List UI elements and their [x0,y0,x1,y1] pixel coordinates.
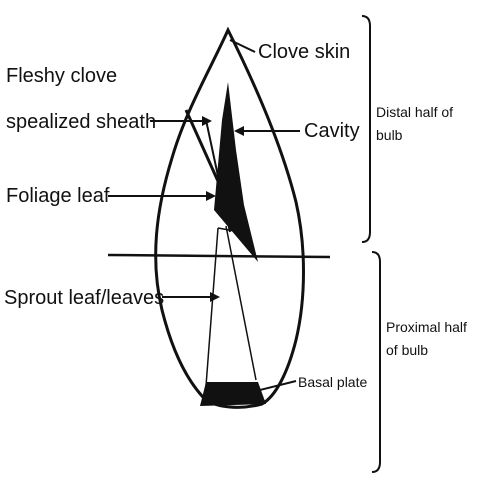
foliage-leaf-stroke-2 [205,119,231,233]
distal-bracket [361,15,371,243]
cavity-region [214,82,258,262]
label-proximal-line2: of bulb [386,342,428,358]
divider-line [107,253,331,259]
label-basal-plate: Basal plate [298,374,367,390]
pointer-clove-skin [229,39,256,53]
label-proximal-line1: Proximal half [386,319,467,335]
label-cavity: Cavity [304,120,360,142]
label-distal-line1: Distal half of [376,104,453,120]
label-foliage-leaf: Foliage leaf [6,185,110,207]
basal-plate [200,382,266,406]
proximal-bracket [371,251,381,473]
label-clove-skin: Clove skin [258,41,350,63]
label-fleshy-clove-line1: Fleshy clove [6,65,117,87]
label-sprout-leaf: Sprout leaf/leaves [4,287,164,309]
clove-outline [154,26,305,409]
foliage-leaf-stroke [184,109,250,249]
pointer-basal-plate [250,380,297,395]
sprout-leaf-shape [205,225,257,387]
label-distal-line2: bulb [376,127,403,143]
label-fleshy-clove-line2: spealized sheath [6,111,156,133]
